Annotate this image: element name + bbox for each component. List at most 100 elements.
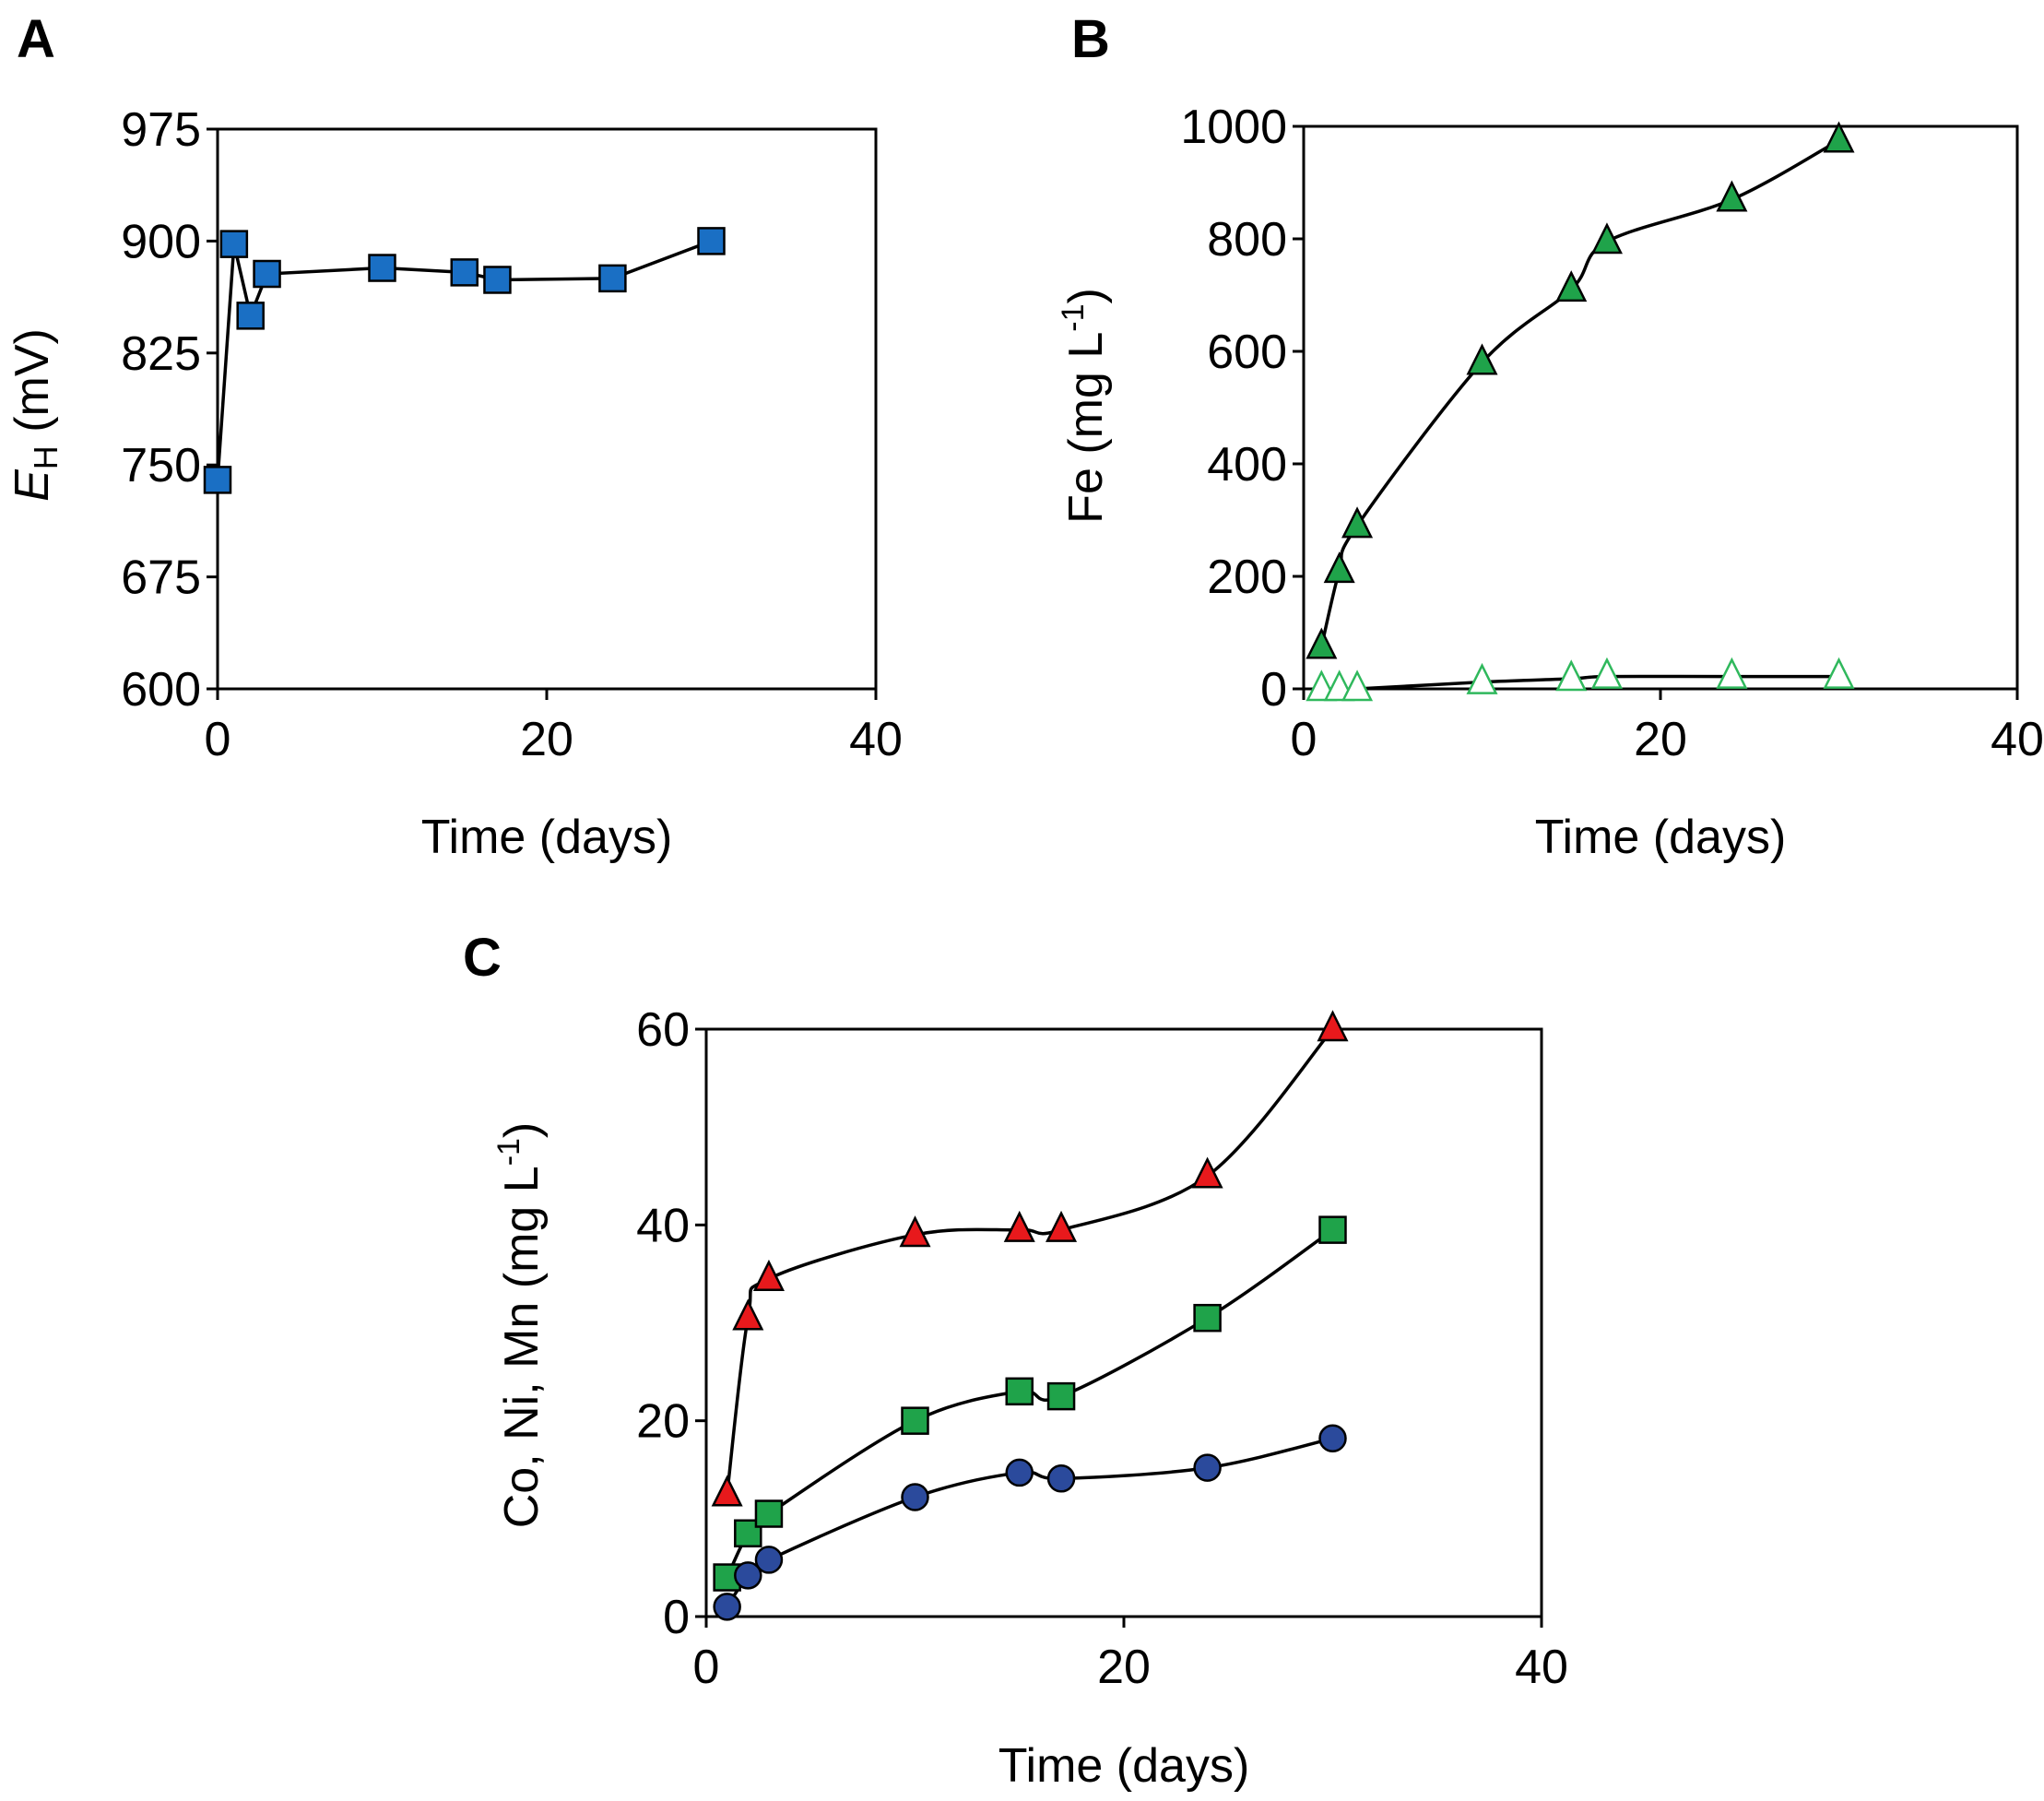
- series-line: [1319, 138, 1840, 647]
- y-axis-title-sup: -1: [1056, 304, 1091, 332]
- y-axis-title-sup: -1: [491, 1138, 526, 1166]
- data-point-circle: [734, 1561, 762, 1590]
- x-axis-title: Time (days): [421, 811, 673, 864]
- data-point-circle: [713, 1593, 741, 1621]
- plot-frame: [216, 127, 878, 691]
- y-tick-label: 1000: [1180, 101, 1287, 154]
- y-axis-title-rest: (mV): [6, 328, 59, 445]
- data-point-triangle: [1341, 669, 1374, 702]
- data-point-square: [1046, 1381, 1076, 1411]
- data-point-square: [1193, 1303, 1222, 1333]
- data-point-circle: [901, 1483, 929, 1511]
- y-axis-title-rest: ): [495, 1122, 549, 1138]
- data-point-triangle: [1716, 657, 1748, 689]
- y-tick-label: 800: [1207, 213, 1287, 267]
- data-point-triangle: [1716, 180, 1748, 212]
- data-point-triangle: [899, 1215, 931, 1248]
- data-point-triangle: [1341, 506, 1374, 539]
- y-axis-title-main: Fe (mg L: [1059, 332, 1113, 524]
- x-tick-label: 0: [693, 1641, 720, 1694]
- y-tick-label: 900: [121, 215, 201, 268]
- panel-c-letter: C: [463, 928, 502, 988]
- x-tick-label: 40: [1991, 713, 2044, 766]
- x-tick-label: 20: [520, 713, 573, 766]
- x-axis-title: Time (days): [998, 1739, 1250, 1793]
- data-point-triangle: [732, 1298, 764, 1331]
- panel-b-letter: B: [1071, 9, 1110, 69]
- data-point-circle: [1046, 1464, 1076, 1493]
- data-point-square: [450, 258, 479, 287]
- y-tick-label: 20: [636, 1395, 690, 1449]
- data-point-circle: [1193, 1453, 1222, 1482]
- data-point-square: [697, 227, 726, 255]
- x-tick-label: 20: [1634, 713, 1687, 766]
- x-tick-label: 20: [1097, 1641, 1151, 1694]
- data-point-circle: [754, 1546, 784, 1574]
- data-point-triangle: [711, 1475, 743, 1507]
- data-point-triangle: [1590, 222, 1623, 255]
- y-axis-title-main: Co, Ni, Mn (mg L: [495, 1166, 549, 1528]
- data-point-circle: [1318, 1424, 1347, 1453]
- x-tick-label: 40: [849, 713, 903, 766]
- plot-frame: [704, 1027, 1543, 1618]
- x-tick-label: 0: [205, 713, 231, 766]
- y-tick-label: 600: [121, 663, 201, 717]
- y-tick-label: 200: [1207, 551, 1287, 604]
- y-tick-label: 40: [636, 1199, 690, 1252]
- y-axis-title: Fe (mg L-1): [1056, 288, 1113, 524]
- y-axis-title-main: E: [6, 468, 59, 502]
- data-point-triangle: [1306, 627, 1338, 659]
- data-point-triangle: [1823, 657, 1855, 689]
- series-line: [725, 1027, 1334, 1495]
- data-point-square: [368, 254, 396, 282]
- y-tick-label: 675: [121, 551, 201, 605]
- data-point-triangle: [1323, 551, 1355, 584]
- data-point-square: [598, 264, 627, 293]
- data-point-triangle: [1590, 657, 1623, 689]
- data-point-triangle: [1317, 1010, 1349, 1042]
- panel-b-plot: 0 200 400 600 800 1000 0 20 40 Time (days) Fe (mg …: [1056, 101, 2044, 864]
- y-axis-title: Co, Ni, Mn (mg L-1): [491, 1122, 549, 1529]
- panel-a-letter: A: [17, 9, 55, 69]
- data-point-triangle: [1191, 1156, 1223, 1189]
- data-point-triangle: [752, 1259, 785, 1291]
- data-point-triangle: [1003, 1210, 1035, 1242]
- data-point-square: [219, 230, 249, 258]
- x-tick-label: 40: [1515, 1641, 1568, 1694]
- data-point-triangle: [1823, 121, 1855, 153]
- x-axis-title: Time (days): [1535, 811, 1787, 864]
- y-tick-label: 975: [121, 103, 201, 157]
- data-point-square: [1318, 1215, 1347, 1244]
- panel-b: B 0 200 400 600 800 1000 0 20 40 Time (days) Fe (m…: [1056, 9, 2044, 864]
- panel-c: C 0 20 40 60 0 20 40 Time (days) Co, Ni, Mn (mg …: [463, 928, 1568, 1793]
- data-point-triangle: [1046, 1210, 1078, 1242]
- y-tick-label: 60: [636, 1003, 690, 1057]
- x-tick-label: 0: [1291, 713, 1317, 766]
- data-point-square: [483, 266, 512, 294]
- y-axis-title: EH (mV): [6, 328, 65, 502]
- data-point-triangle: [1555, 659, 1588, 692]
- y-tick-label: 400: [1207, 438, 1287, 492]
- data-point-triangle: [1466, 662, 1498, 694]
- data-point-square: [1005, 1377, 1034, 1406]
- data-point-square: [754, 1499, 784, 1528]
- y-tick-label: 825: [121, 327, 201, 381]
- panel-a-plot: 600 675 750 825 900 975 0 20 40 Time (days) EH (mV…: [6, 103, 903, 864]
- y-tick-label: 0: [1260, 663, 1287, 717]
- y-axis-title-sub: H: [27, 445, 65, 469]
- data-point-triangle: [1466, 343, 1498, 375]
- data-point-square: [236, 302, 265, 330]
- y-axis-title-rest: ): [1059, 288, 1113, 303]
- panel-c-plot: 0 20 40 60 0 20 40 Time (days) Co, Ni, Mn (mg L-…: [491, 1003, 1568, 1793]
- data-point-square: [203, 466, 232, 494]
- y-tick-label: 750: [121, 439, 201, 492]
- data-point-square: [901, 1406, 929, 1435]
- plot-frame: [1302, 124, 2019, 691]
- y-tick-label: 600: [1207, 326, 1287, 379]
- data-point-circle: [1005, 1458, 1034, 1487]
- data-point-square: [253, 259, 281, 289]
- data-point-triangle: [1555, 270, 1588, 302]
- panel-a: A 600 675 750 825 900 975 0 20 40 Time (days) EH (…: [6, 9, 903, 864]
- y-tick-label: 0: [663, 1591, 690, 1644]
